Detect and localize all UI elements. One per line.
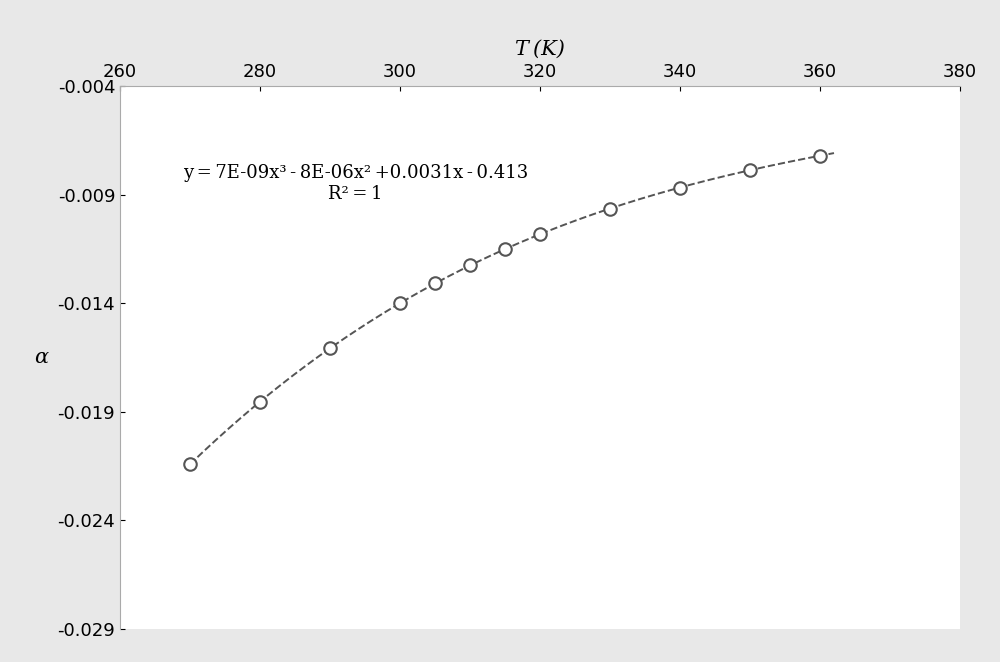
X-axis label: T (K): T (K) [515, 40, 565, 59]
Text: y = 7E-09x³ - 8E-06x² +0.0031x - 0.413
R² = 1: y = 7E-09x³ - 8E-06x² +0.0031x - 0.413 R… [183, 164, 528, 203]
Y-axis label: α: α [34, 348, 48, 367]
